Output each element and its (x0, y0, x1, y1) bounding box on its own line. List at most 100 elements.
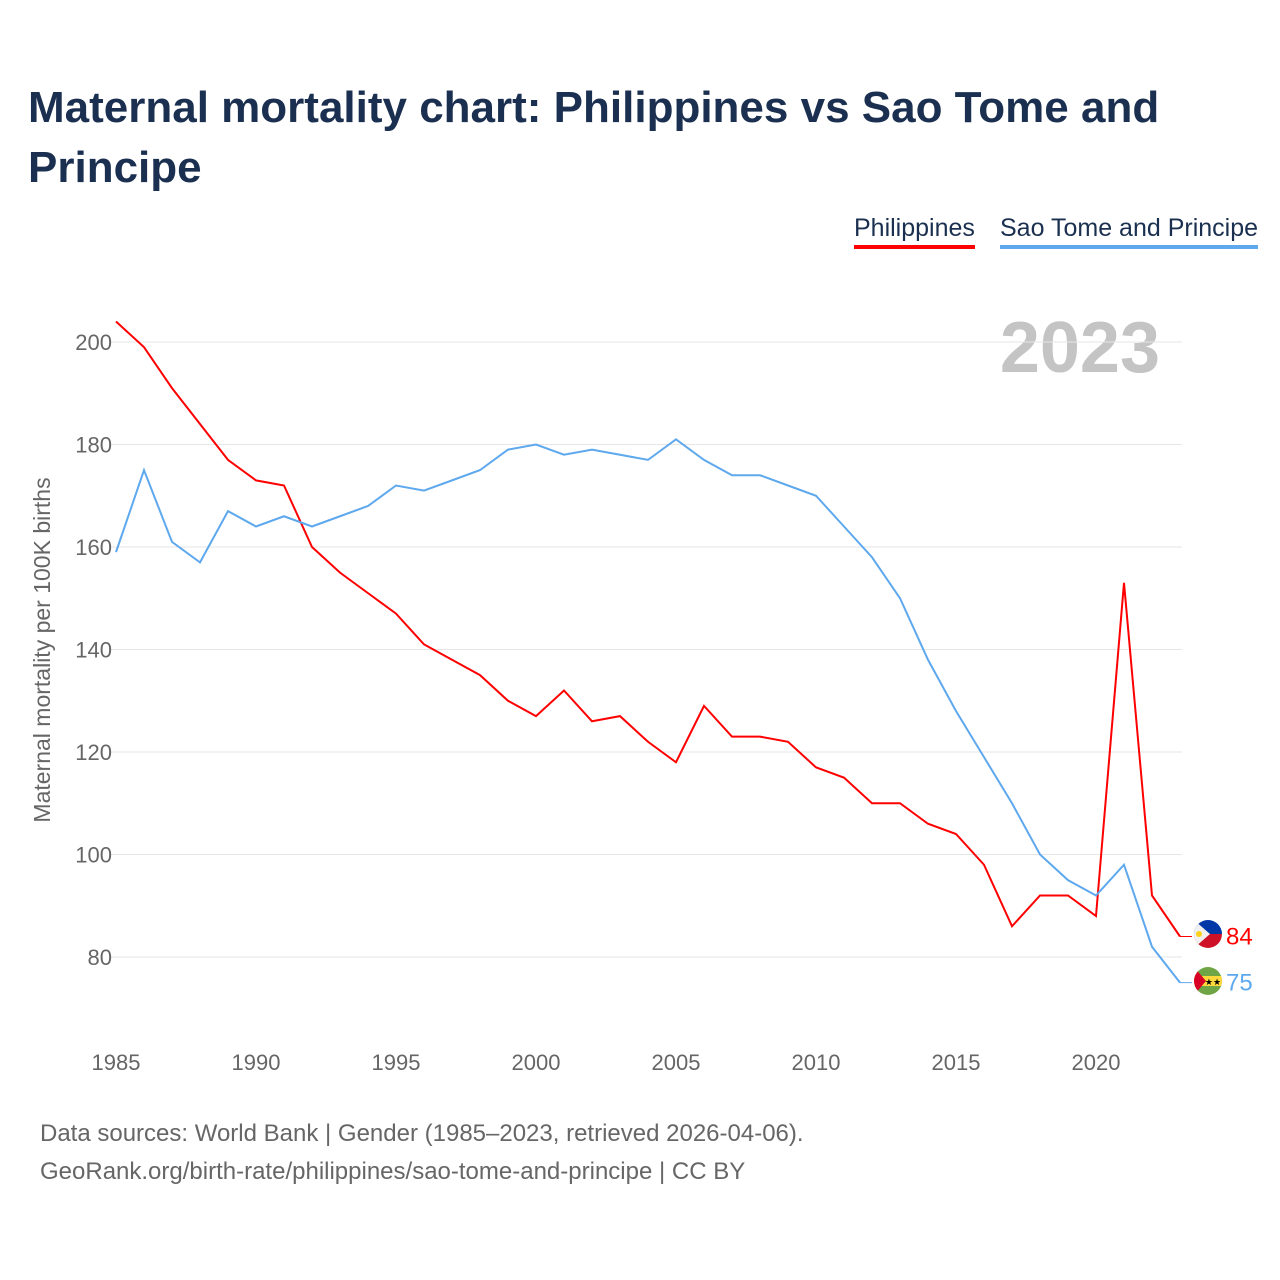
data-point (561, 452, 567, 458)
data-point (393, 483, 399, 489)
data-point (421, 641, 427, 647)
data-point (365, 590, 371, 596)
data-point (309, 524, 315, 530)
data-point (1009, 923, 1015, 929)
data-point (869, 554, 875, 560)
data-point (113, 319, 119, 325)
data-point (141, 344, 147, 350)
data-point (1037, 893, 1043, 899)
data-point (841, 775, 847, 781)
legend-philippines[interactable]: Philippines (854, 214, 975, 249)
data-point (897, 800, 903, 806)
x-tick-label: 2005 (652, 1050, 701, 1075)
data-point (813, 764, 819, 770)
data-point (225, 457, 231, 463)
data-point (701, 703, 707, 709)
x-tick-label: 2020 (1072, 1050, 1121, 1075)
chart-title: Maternal mortality chart: Philippines vs… (28, 83, 1160, 192)
year-label: 2023 (1000, 308, 1160, 388)
data-point (253, 477, 259, 483)
y-tick-label: 160 (75, 535, 112, 560)
footer-sources: Data sources: World Bank | Gender (1985–… (40, 1120, 804, 1147)
data-point (505, 698, 511, 704)
data-point (701, 457, 707, 463)
data-point (981, 754, 987, 760)
data-point (617, 713, 623, 719)
data-point (421, 488, 427, 494)
data-point (113, 549, 119, 555)
data-point (1093, 913, 1099, 919)
x-tick-label: 1985 (92, 1050, 141, 1075)
data-point (281, 483, 287, 489)
data-point (617, 452, 623, 458)
data-point (757, 472, 763, 478)
data-point (729, 734, 735, 740)
footer-link[interactable]: GeoRank.org/birth-rate/philippines/sao-t… (40, 1158, 746, 1185)
data-point (197, 421, 203, 427)
data-point (337, 513, 343, 519)
data-point (253, 524, 259, 530)
data-point (1093, 893, 1099, 899)
data-point (197, 559, 203, 565)
y-tick-label: 100 (75, 843, 112, 868)
x-tick-label: 2015 (932, 1050, 981, 1075)
data-point (1121, 862, 1127, 868)
data-point (169, 539, 175, 545)
data-point (645, 739, 651, 745)
end-value-label: 75 (1226, 970, 1253, 997)
data-point (1121, 580, 1127, 586)
data-point (309, 544, 315, 550)
data-point (841, 524, 847, 530)
data-point (561, 688, 567, 694)
data-point (533, 442, 539, 448)
data-point (869, 800, 875, 806)
data-point (785, 483, 791, 489)
end-value-label: 84 (1226, 924, 1253, 951)
data-point (225, 508, 231, 514)
data-point (1065, 893, 1071, 899)
data-point (477, 467, 483, 473)
philippines-flag-icon (1194, 920, 1222, 948)
data-point (729, 472, 735, 478)
data-point (477, 672, 483, 678)
data-point (169, 385, 175, 391)
data-point (785, 739, 791, 745)
data-point (1149, 944, 1155, 950)
data-point (953, 831, 959, 837)
data-point (645, 457, 651, 463)
data-point (281, 513, 287, 519)
y-tick-label: 80 (88, 945, 112, 970)
data-point (897, 595, 903, 601)
y-axis-label: Maternal mortality per 100K births (29, 477, 55, 822)
y-tick-label: 180 (75, 433, 112, 458)
data-point (1009, 800, 1015, 806)
data-point (925, 821, 931, 827)
y-tick-label: 200 (75, 330, 112, 355)
series-line-sao-tome (115, 438, 1181, 984)
data-point (589, 718, 595, 724)
data-point (1037, 852, 1043, 858)
data-point (449, 657, 455, 663)
data-point (981, 862, 987, 868)
data-point (673, 436, 679, 442)
data-point (533, 713, 539, 719)
data-point (589, 447, 595, 453)
x-tick-label: 2000 (512, 1050, 561, 1075)
legend-sao-tome[interactable]: Sao Tome and Principe (1000, 214, 1259, 249)
data-point (1149, 893, 1155, 899)
data-point (337, 570, 343, 576)
data-point (393, 611, 399, 617)
data-point (449, 477, 455, 483)
data-point (925, 657, 931, 663)
series-line-philippines (115, 320, 1181, 938)
x-tick-label: 1995 (372, 1050, 421, 1075)
svg-text:★★: ★★ (1205, 977, 1221, 987)
x-tick-label: 1990 (232, 1050, 281, 1075)
data-point (673, 759, 679, 765)
sao-tome-flag-icon: ★★ (1194, 967, 1222, 995)
data-point (365, 503, 371, 509)
data-point (505, 447, 511, 453)
y-tick-label: 140 (75, 638, 112, 663)
data-point (953, 708, 959, 714)
